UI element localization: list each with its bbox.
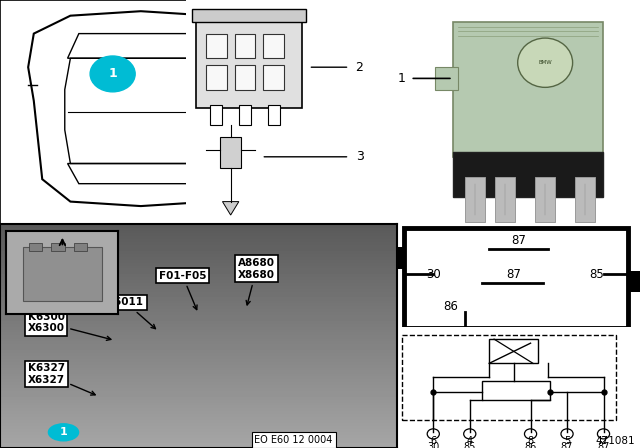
- Bar: [220, 137, 241, 168]
- Bar: [264, 34, 284, 58]
- Bar: [402, 335, 616, 420]
- Text: 86: 86: [524, 442, 537, 448]
- Bar: [74, 243, 87, 251]
- Bar: [268, 105, 280, 125]
- Text: 1: 1: [60, 427, 67, 437]
- Text: 87: 87: [597, 442, 610, 448]
- Bar: [495, 177, 515, 222]
- Circle shape: [49, 424, 79, 441]
- Text: 85: 85: [463, 442, 476, 448]
- Circle shape: [518, 38, 573, 87]
- Bar: [235, 65, 255, 90]
- Polygon shape: [223, 202, 239, 215]
- Text: 86: 86: [443, 300, 458, 313]
- Text: X6011: X6011: [107, 297, 156, 329]
- Bar: [264, 65, 284, 90]
- Text: 85: 85: [589, 267, 604, 281]
- Bar: [192, 9, 307, 22]
- Text: K6327
X6327: K6327 X6327: [28, 363, 95, 395]
- Text: 30: 30: [427, 442, 440, 448]
- Bar: [535, 177, 555, 222]
- Text: 30: 30: [426, 267, 441, 281]
- Bar: [206, 65, 227, 90]
- Bar: [628, 271, 640, 292]
- FancyBboxPatch shape: [453, 22, 603, 157]
- Text: 87: 87: [506, 267, 521, 281]
- Circle shape: [428, 429, 440, 439]
- Bar: [196, 13, 302, 108]
- Bar: [482, 381, 550, 400]
- Text: 471081: 471081: [595, 436, 635, 446]
- Text: 3: 3: [356, 150, 364, 164]
- Bar: [206, 34, 227, 58]
- Bar: [51, 243, 65, 251]
- Bar: [453, 152, 603, 197]
- Circle shape: [90, 56, 135, 92]
- Bar: [23, 247, 102, 301]
- Text: 2: 2: [356, 60, 364, 74]
- Circle shape: [561, 429, 573, 439]
- Bar: [575, 177, 595, 222]
- Text: 87: 87: [561, 442, 573, 448]
- Text: EO E60 12 0004: EO E60 12 0004: [255, 435, 333, 445]
- Text: 87: 87: [511, 233, 526, 247]
- Bar: [210, 105, 223, 125]
- Text: A8680
X8680: A8680 X8680: [238, 258, 275, 305]
- Text: 1: 1: [397, 72, 405, 85]
- Text: K6300
X6300: K6300 X6300: [28, 312, 111, 340]
- Text: 6: 6: [430, 436, 436, 446]
- Circle shape: [524, 429, 536, 439]
- Bar: [29, 243, 42, 251]
- Bar: [489, 339, 538, 363]
- Bar: [235, 34, 255, 58]
- Circle shape: [463, 429, 476, 439]
- Text: 1: 1: [108, 67, 117, 81]
- Bar: [465, 177, 485, 222]
- Text: 4: 4: [467, 436, 473, 446]
- Bar: [239, 105, 251, 125]
- Circle shape: [598, 429, 610, 439]
- Text: F01-F05: F01-F05: [159, 271, 206, 310]
- Bar: [435, 67, 458, 90]
- Text: BMW: BMW: [538, 60, 552, 65]
- Text: 2: 2: [600, 436, 607, 446]
- Text: 8: 8: [527, 436, 534, 446]
- Text: 5: 5: [564, 436, 570, 446]
- Bar: [397, 247, 405, 269]
